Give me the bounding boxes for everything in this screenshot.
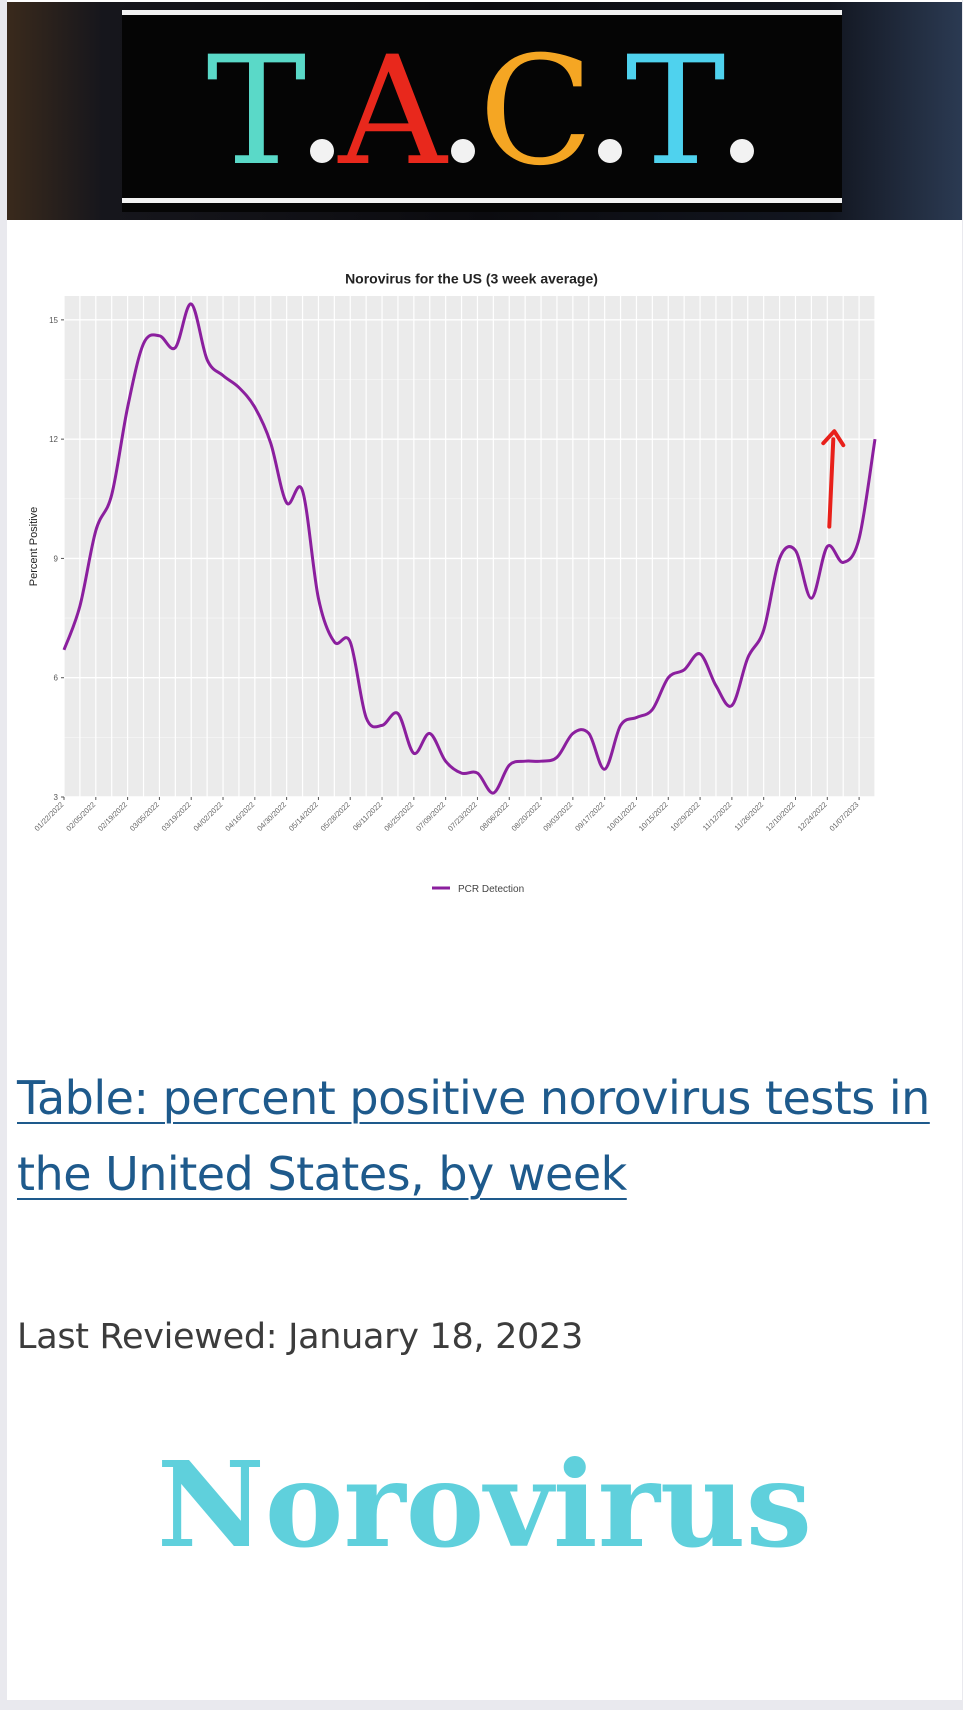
x-tick-label: 07/23/2022 — [446, 800, 479, 833]
x-tick-label: 05/14/2022 — [287, 800, 320, 833]
x-tick-label: 08/20/2022 — [510, 800, 543, 833]
chart-title: Norovirus for the US (3 week average) — [345, 270, 598, 286]
legend-label: PCR Detection — [458, 884, 524, 895]
y-tick-label: 12 — [49, 435, 58, 444]
series-line-pcr-detection — [62, 302, 877, 795]
x-tick-label: 07/09/2022 — [414, 800, 447, 833]
banner-bottom-rule — [122, 198, 842, 203]
plot-panel — [64, 296, 875, 797]
y-axis-label: Percent Positive — [28, 507, 40, 586]
logo-letter-3: C — [478, 25, 596, 199]
x-tick-label: 12/10/2022 — [764, 800, 797, 833]
x-tick-label: 03/05/2022 — [128, 800, 161, 833]
x-tick-label: 06/25/2022 — [382, 800, 415, 833]
x-tick-label: 10/29/2022 — [669, 800, 702, 833]
x-tick-label: 10/15/2022 — [637, 800, 670, 833]
banner-top-rule — [122, 10, 842, 15]
x-tick-label: 12/24/2022 — [796, 800, 829, 833]
logo-dot — [597, 139, 622, 163]
logo-dot — [450, 139, 475, 163]
x-tick-label: 09/03/2022 — [541, 800, 574, 833]
x-tick-label: 11/12/2022 — [701, 800, 734, 833]
y-tick-label: 15 — [49, 316, 58, 325]
last-reviewed-text: Last Reviewed: January 18, 2023 — [17, 1317, 583, 1357]
logo-letter-4: T — [625, 25, 728, 199]
x-tick-label: 03/19/2022 — [160, 800, 193, 833]
x-tick-label: 04/16/2022 — [223, 800, 256, 833]
x-tick-label: 02/05/2022 — [64, 800, 97, 833]
norovirus-headline: Norovirus — [156, 1435, 813, 1574]
x-tick-label: 01/07/2023 — [828, 800, 861, 833]
logo-dot — [729, 139, 754, 163]
x-tick-label: 11/26/2022 — [733, 800, 766, 833]
x-tick-label: 02/19/2022 — [96, 800, 129, 833]
x-tick-label: 10/01/2022 — [605, 800, 638, 833]
table-link[interactable]: Table: percent positive norovirus tests … — [17, 1071, 930, 1201]
norovirus-line-chart: Norovirus for the US (3 week average) 3 6 9… — [28, 270, 877, 895]
x-tick-label: 01/22/2022 — [33, 800, 66, 833]
x-tick-label: 06/11/2022 — [351, 800, 384, 833]
annotation-arrow-shaft — [827, 437, 836, 529]
logo-dot — [310, 139, 335, 163]
y-tick-label: 6 — [54, 674, 59, 683]
logo-letter-1: T — [206, 25, 309, 199]
logo-letter-2: A — [338, 25, 449, 199]
x-tick-label: 09/17/2022 — [573, 800, 606, 833]
x-tick-label: 08/06/2022 — [478, 800, 511, 833]
y-tick-label: 3 — [54, 793, 59, 802]
annotation-arrow-head — [821, 429, 846, 448]
x-tick-label: 04/30/2022 — [255, 800, 288, 833]
x-tick-label: 05/28/2022 — [319, 800, 352, 833]
x-tick-label: 04/02/2022 — [192, 800, 225, 833]
y-tick-label: 9 — [54, 554, 59, 563]
